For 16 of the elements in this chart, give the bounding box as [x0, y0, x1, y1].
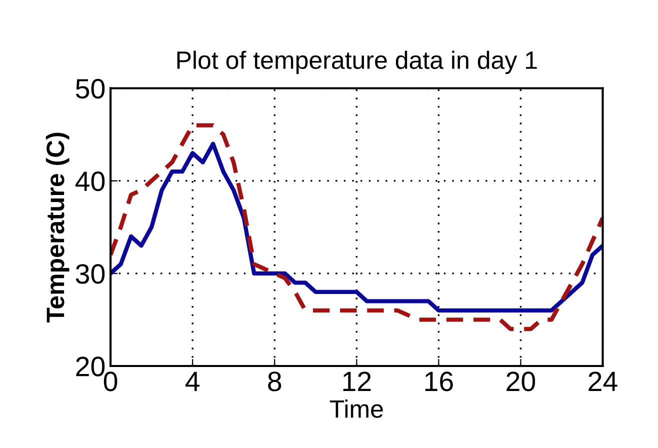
chart-title: Plot of temperature data in day 1 — [177, 50, 537, 74]
x-tick-label: 24 — [588, 372, 618, 392]
y-tick-label: 30 — [76, 264, 105, 284]
y-tick-label: 20 — [76, 356, 105, 376]
line-series — [110, 142, 603, 313]
x-tick-label: 20 — [506, 372, 536, 392]
line-series — [110, 123, 603, 332]
x-tick-label: 8 — [268, 372, 282, 392]
y-tick-label: 40 — [75, 172, 105, 192]
x-tick-label: 16 — [425, 372, 453, 392]
x-tick-label: 0 — [104, 372, 118, 392]
y-tick-label: 50 — [76, 78, 105, 99]
y-axis-title: Temperature (C) — [46, 132, 70, 322]
x-tick-label: 12 — [343, 372, 371, 392]
x-axis-title: Time — [330, 400, 383, 418]
x-tick-label: 4 — [185, 372, 200, 392]
